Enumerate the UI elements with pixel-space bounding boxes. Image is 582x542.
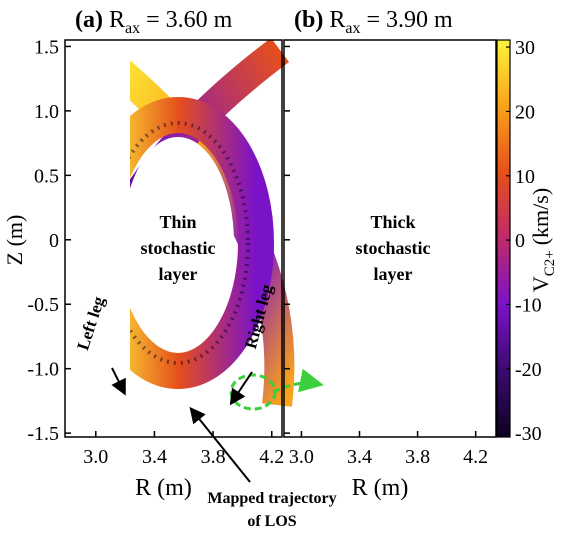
footnote-line: Mapped trajectory [207, 490, 336, 507]
colorbar-title-sub: C2+ [542, 250, 558, 276]
right-crescent [130, 40, 290, 240]
left-leg-arrow [111, 367, 126, 396]
colorbar-tick-label: 20 [515, 101, 535, 123]
x-tick-label: 4.2 [463, 446, 488, 468]
field [130, 40, 324, 411]
x-tick-label: 3.8 [201, 446, 226, 468]
annotation: stochastic [141, 238, 216, 258]
title-rest: = 3.60 m [146, 7, 233, 33]
x-tick-label: 3.4 [347, 446, 372, 468]
x-tick-label: 3.4 [142, 446, 167, 468]
panel-label: (b) [294, 7, 323, 33]
y-tick-label: 1.5 [34, 36, 59, 58]
colorbar-tick-label: 10 [515, 166, 535, 188]
panel-title: (a) Rax = 3.60 m [75, 7, 233, 37]
title-sub: ax [345, 20, 360, 37]
left-leg-label: Left leg [73, 294, 108, 353]
y-tick-label: -1.5 [27, 423, 59, 445]
colorbar-title-main: V [528, 276, 553, 292]
footnote-line: of LOS [247, 513, 296, 530]
title-sub: ax [125, 20, 140, 37]
y-tick-label: 1.0 [34, 101, 59, 123]
plasma-ring-texture [130, 121, 250, 365]
y-tick-label: 0.5 [34, 165, 59, 187]
footnote-arrow [189, 406, 251, 483]
colorbar-title: VC2+ (km/s) [528, 188, 558, 292]
x-axis-title: R (m) [352, 475, 409, 501]
panel-title: (b) Rax = 3.90 m [294, 7, 453, 37]
colorbar-tick-label: 0 [515, 230, 525, 252]
annotation: Thick [370, 212, 415, 232]
annotation: layer [159, 264, 198, 284]
colorbar-tick-label: -20 [515, 359, 542, 381]
title-main: R [329, 7, 345, 33]
annotation: stochastic [356, 238, 431, 258]
title-main: R [109, 7, 125, 33]
y-tick-label: 0 [49, 230, 59, 252]
y-axis-title: Z (m) [2, 215, 27, 266]
annotation: Thin [159, 212, 196, 232]
colorbar-title-unit: (km/s) [528, 188, 553, 245]
x-tick-label: 3.0 [289, 446, 314, 468]
los-circle [446, 375, 490, 409]
plot-frame [64, 39, 283, 438]
x-tick-label: 4.2 [259, 446, 284, 468]
core [130, 137, 234, 349]
colorbar [496, 39, 511, 438]
colorbar-tick-label: -10 [515, 294, 542, 316]
panel-label: (a) [75, 7, 103, 33]
right-leg-arrow [229, 371, 253, 406]
annotation: layer [374, 264, 413, 284]
colorbar-tick-label: 30 [515, 37, 535, 59]
colorbar-tick-label: -30 [515, 423, 542, 445]
title-rest: = 3.90 m [366, 7, 453, 33]
y-tick-label: -0.5 [27, 294, 59, 316]
x-tick-label: 3.8 [405, 446, 430, 468]
los-path [272, 368, 324, 394]
y-tick-label: -1.0 [27, 359, 59, 381]
plot-frame [283, 39, 497, 438]
x-axis-title: R (m) [135, 475, 192, 501]
plasma-ring [130, 97, 274, 389]
x-tick-label: 3.0 [83, 446, 108, 468]
